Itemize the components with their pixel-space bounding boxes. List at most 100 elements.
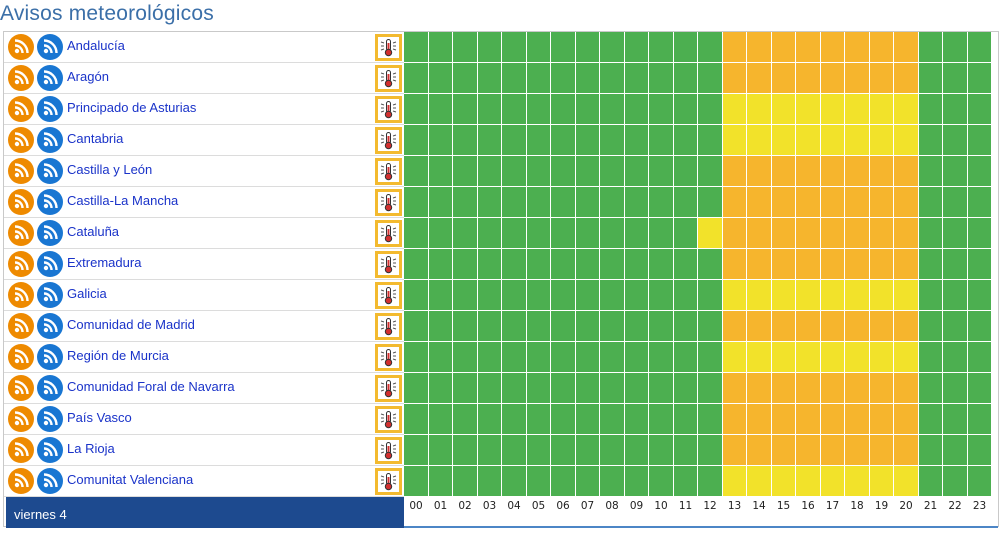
hour-warning-cell[interactable]: [526, 311, 551, 342]
hour-warning-cell[interactable]: [967, 342, 992, 373]
hour-warning-cell[interactable]: [796, 466, 821, 497]
hour-warning-cell[interactable]: [673, 404, 698, 435]
hour-warning-cell[interactable]: [869, 342, 894, 373]
hour-warning-cell[interactable]: [526, 435, 551, 466]
hour-warning-cell[interactable]: [404, 466, 429, 497]
hour-warning-cell[interactable]: [869, 63, 894, 94]
hour-warning-cell[interactable]: [820, 187, 845, 218]
hour-warning-cell[interactable]: [673, 280, 698, 311]
hour-warning-cell[interactable]: [453, 280, 478, 311]
hour-warning-cell[interactable]: [698, 63, 723, 94]
hour-warning-cell[interactable]: [551, 404, 576, 435]
hour-warning-cell[interactable]: [771, 125, 796, 156]
hour-warning-cell[interactable]: [918, 280, 943, 311]
hour-warning-cell[interactable]: [673, 218, 698, 249]
hour-warning-cell[interactable]: [894, 32, 919, 63]
hour-warning-cell[interactable]: [624, 466, 649, 497]
hour-warning-cell[interactable]: [820, 94, 845, 125]
hour-warning-cell[interactable]: [771, 404, 796, 435]
hour-warning-cell[interactable]: [820, 63, 845, 94]
hour-warning-cell[interactable]: [477, 311, 502, 342]
hour-warning-cell[interactable]: [747, 435, 772, 466]
hour-warning-cell[interactable]: [943, 94, 968, 125]
hour-warning-cell[interactable]: [551, 218, 576, 249]
rss-feed-alt-icon[interactable]: [37, 189, 63, 215]
hour-warning-cell[interactable]: [453, 94, 478, 125]
hour-warning-cell[interactable]: [845, 32, 870, 63]
hour-warning-cell[interactable]: [894, 63, 919, 94]
hour-warning-cell[interactable]: [771, 218, 796, 249]
hour-warning-cell[interactable]: [428, 280, 453, 311]
rss-feed-alt-icon[interactable]: [37, 468, 63, 494]
hour-warning-cell[interactable]: [894, 187, 919, 218]
hour-warning-cell[interactable]: [845, 404, 870, 435]
hour-warning-cell[interactable]: [918, 125, 943, 156]
hour-warning-cell[interactable]: [526, 342, 551, 373]
hour-warning-cell[interactable]: [820, 373, 845, 404]
hour-warning-cell[interactable]: [722, 125, 747, 156]
temperature-warning-icon[interactable]: [375, 65, 402, 92]
hour-warning-cell[interactable]: [820, 466, 845, 497]
hour-warning-cell[interactable]: [453, 156, 478, 187]
hour-warning-cell[interactable]: [698, 94, 723, 125]
hour-warning-cell[interactable]: [649, 125, 674, 156]
rss-feed-icon[interactable]: [8, 34, 34, 60]
hour-warning-cell[interactable]: [722, 466, 747, 497]
hour-warning-cell[interactable]: [698, 280, 723, 311]
temperature-warning-icon[interactable]: [375, 189, 402, 216]
hour-warning-cell[interactable]: [943, 125, 968, 156]
hour-warning-cell[interactable]: [428, 125, 453, 156]
hour-warning-cell[interactable]: [771, 249, 796, 280]
hour-warning-cell[interactable]: [845, 156, 870, 187]
hour-warning-cell[interactable]: [918, 249, 943, 280]
hour-warning-cell[interactable]: [918, 466, 943, 497]
region-link[interactable]: País Vasco: [67, 410, 132, 425]
hour-warning-cell[interactable]: [747, 63, 772, 94]
hour-warning-cell[interactable]: [796, 435, 821, 466]
rss-feed-alt-icon[interactable]: [37, 344, 63, 370]
hour-warning-cell[interactable]: [845, 249, 870, 280]
hour-warning-cell[interactable]: [600, 156, 625, 187]
rss-feed-alt-icon[interactable]: [37, 220, 63, 246]
hour-warning-cell[interactable]: [918, 342, 943, 373]
hour-warning-cell[interactable]: [649, 63, 674, 94]
hour-warning-cell[interactable]: [477, 125, 502, 156]
hour-warning-cell[interactable]: [869, 373, 894, 404]
hour-warning-cell[interactable]: [894, 125, 919, 156]
hour-warning-cell[interactable]: [551, 466, 576, 497]
hour-warning-cell[interactable]: [771, 32, 796, 63]
hour-warning-cell[interactable]: [796, 249, 821, 280]
hour-warning-cell[interactable]: [967, 156, 992, 187]
hour-warning-cell[interactable]: [673, 187, 698, 218]
hour-warning-cell[interactable]: [600, 435, 625, 466]
hour-warning-cell[interactable]: [575, 373, 600, 404]
hour-warning-cell[interactable]: [600, 373, 625, 404]
hour-warning-cell[interactable]: [624, 63, 649, 94]
hour-warning-cell[interactable]: [477, 342, 502, 373]
hour-warning-cell[interactable]: [698, 373, 723, 404]
hour-warning-cell[interactable]: [600, 280, 625, 311]
hour-warning-cell[interactable]: [747, 187, 772, 218]
hour-warning-cell[interactable]: [796, 311, 821, 342]
rss-feed-alt-icon[interactable]: [37, 96, 63, 122]
region-link[interactable]: Principado de Asturias: [67, 100, 197, 115]
region-link[interactable]: Comunidad de Madrid: [67, 317, 195, 332]
hour-warning-cell[interactable]: [600, 63, 625, 94]
hour-warning-cell[interactable]: [477, 466, 502, 497]
hour-warning-cell[interactable]: [722, 373, 747, 404]
hour-warning-cell[interactable]: [453, 187, 478, 218]
hour-warning-cell[interactable]: [477, 63, 502, 94]
rss-feed-alt-icon[interactable]: [37, 158, 63, 184]
hour-warning-cell[interactable]: [918, 187, 943, 218]
hour-warning-cell[interactable]: [698, 187, 723, 218]
hour-warning-cell[interactable]: [869, 94, 894, 125]
hour-warning-cell[interactable]: [526, 32, 551, 63]
hour-warning-cell[interactable]: [453, 373, 478, 404]
hour-warning-cell[interactable]: [673, 311, 698, 342]
hour-warning-cell[interactable]: [796, 94, 821, 125]
hour-warning-cell[interactable]: [820, 218, 845, 249]
hour-warning-cell[interactable]: [747, 404, 772, 435]
hour-warning-cell[interactable]: [600, 187, 625, 218]
hour-warning-cell[interactable]: [845, 187, 870, 218]
hour-warning-cell[interactable]: [600, 125, 625, 156]
